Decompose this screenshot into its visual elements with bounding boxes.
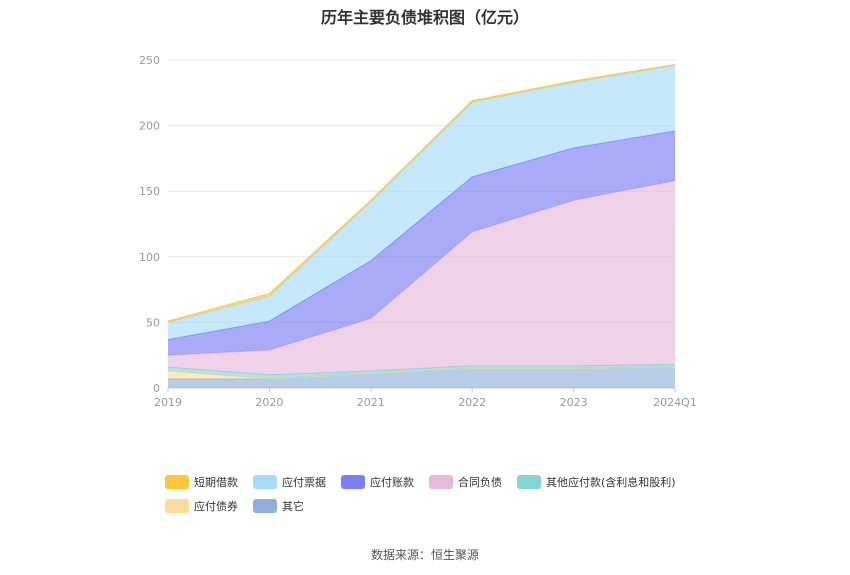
legend-label: 应付债券 — [194, 499, 238, 513]
legend-swatch — [165, 499, 189, 513]
y-tick-label: 250 — [139, 54, 160, 67]
legend-label: 应付票据 — [282, 475, 326, 489]
source-note: 数据来源：恒生聚源 — [370, 548, 479, 562]
y-tick-label: 0 — [153, 382, 160, 395]
legend-swatch — [253, 499, 277, 513]
y-tick-label: 100 — [139, 251, 160, 264]
legend-label: 短期借款 — [194, 475, 238, 489]
x-tick-label: 2021 — [357, 396, 385, 409]
legend-swatch — [165, 475, 189, 489]
x-tick-label: 2022 — [458, 396, 486, 409]
area-series — [168, 367, 675, 388]
legend-swatch — [253, 475, 277, 489]
x-tick-label: 2024Q1 — [653, 396, 697, 409]
x-tick-label: 2020 — [255, 396, 283, 409]
area-series — [168, 130, 675, 356]
legend-swatch — [517, 475, 541, 489]
area-series-edge — [167, 64, 676, 322]
legend-label: 其他应付款(含利息和股利) — [546, 475, 676, 489]
legend-label: 其它 — [282, 499, 304, 513]
x-tick-label: 2023 — [560, 396, 588, 409]
y-tick-label: 150 — [139, 185, 160, 198]
y-tick-label: 50 — [146, 316, 160, 329]
area-series — [168, 65, 675, 340]
legend-swatch — [429, 475, 453, 489]
legend-label: 应付账款 — [370, 475, 414, 489]
y-tick-label: 200 — [139, 120, 160, 133]
legend-label: 合同负债 — [458, 475, 502, 489]
area-series — [168, 364, 675, 379]
chart-title: 历年主要负债堆积图（亿元） — [320, 8, 529, 27]
area-series — [168, 180, 675, 375]
legend-swatch — [341, 475, 365, 489]
area-series — [168, 367, 675, 379]
x-tick-label: 2019 — [154, 396, 182, 409]
